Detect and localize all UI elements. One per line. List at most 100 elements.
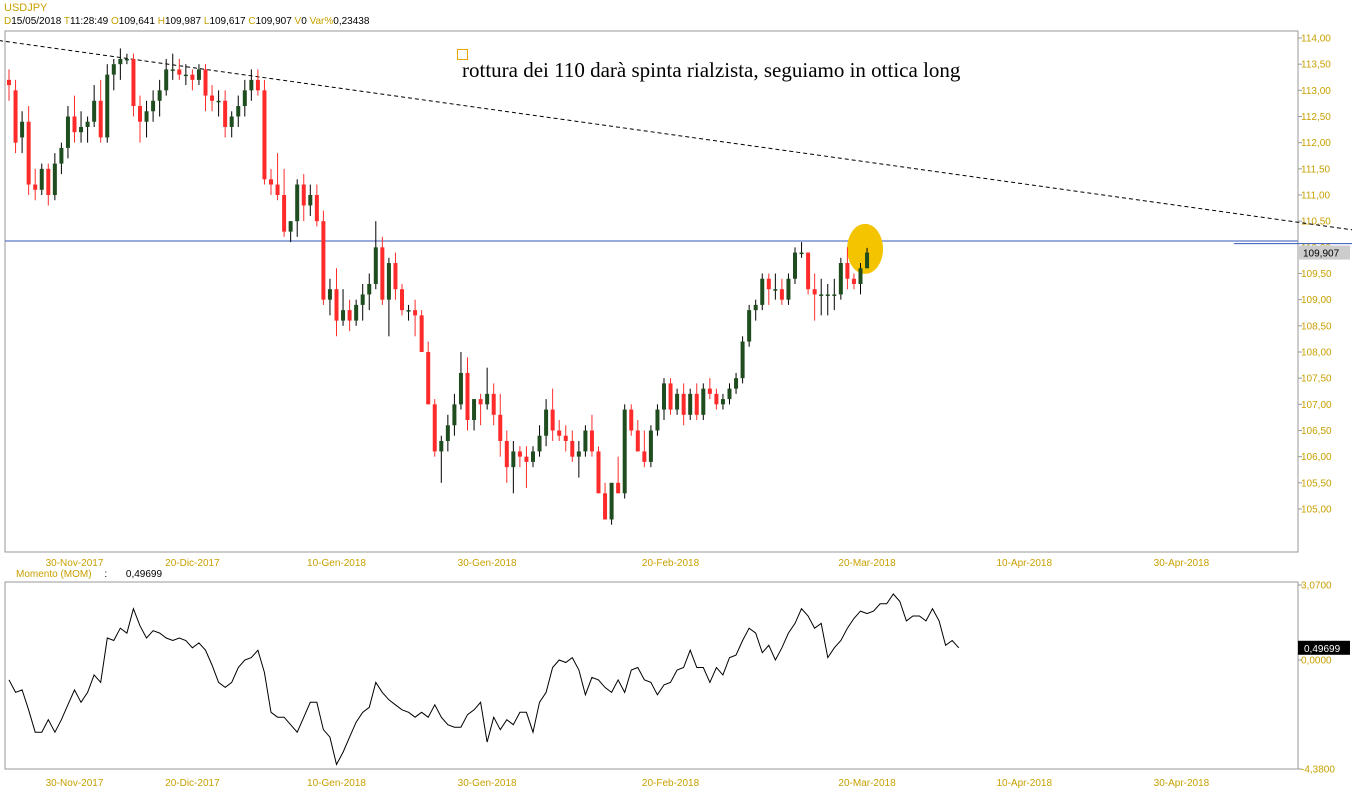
candle [39,163,44,195]
candle [229,111,234,138]
candle [334,268,339,337]
candle [498,393,503,457]
candle [223,90,228,138]
annotation-marker-icon[interactable] [457,49,468,60]
candle [288,221,293,243]
candle [681,383,686,426]
candle [517,446,522,468]
candle [576,440,581,478]
candle [13,79,18,154]
candle-body [144,111,149,122]
candle [472,399,477,431]
candle-body [504,440,509,468]
candle [766,273,771,305]
candle [439,435,444,483]
header-key: D [4,16,12,27]
candle-body [793,252,797,279]
momentum-badge-label: 0,49699 [1304,644,1341,655]
price-y-axis: 114,00 113,50 113,00 112,50 112,00 111,50 111,… [1298,34,1350,516]
candle-body [720,399,725,405]
candle [183,64,188,86]
candle-body [517,451,522,457]
candle [164,58,169,96]
candle-body [393,263,398,290]
candle-body [177,69,182,75]
candle-body [589,430,594,452]
candle [734,372,739,394]
candle-body [301,184,306,206]
candle-body [386,263,391,300]
header-value: 0 [301,16,307,27]
candle-body [85,121,90,127]
candle-body [20,121,25,138]
price-panel-frame [4,30,1299,553]
candle-body [806,252,811,290]
candle-body [419,315,424,352]
candle [727,383,732,405]
downtrend-line [0,40,1352,231]
candle-body [295,184,300,222]
candle [308,184,313,216]
candle [393,252,398,300]
price-x-tick-label: 10-Gen-2018 [307,558,366,569]
header-key: V [294,16,302,27]
candle-body [79,126,84,133]
price-x-tick-label: 10-Apr-2018 [996,558,1052,569]
candle [668,378,673,415]
candle [373,221,378,290]
candle-body [360,294,365,305]
candle-body [707,388,712,394]
momentum-x-tick-label: 20-Feb-2018 [642,778,700,789]
candle [105,64,110,143]
candle [812,273,817,321]
candle [255,69,260,96]
candle-body [334,289,339,321]
candle [838,257,843,300]
candle [242,79,247,117]
price-x-axis: 30-Nov-2017 20-Dic-2017 10-Gen-2018 30-Gen-… [46,558,1210,569]
price-y-tick-label: 112,50 [1301,112,1331,123]
candle-body [269,179,273,185]
price-badge [1298,245,1350,260]
candle [786,273,791,305]
candle-body [570,440,575,457]
candle-body [701,388,706,415]
price-y-tick-label: 105,50 [1301,478,1332,489]
candle-body [131,58,136,107]
candle [642,430,647,468]
candle-body [694,393,699,415]
candle-body [766,278,771,290]
candle [819,278,824,316]
candle-body [255,79,260,91]
candle-body [825,294,830,296]
candle-body [347,310,352,321]
candle-body [662,383,666,410]
candle [851,273,856,290]
candle-body [223,100,228,127]
candle-body [563,435,568,441]
candle-body [288,221,293,232]
candle-body [648,430,653,462]
candle [635,420,640,452]
candle [688,388,693,421]
candle [59,142,64,175]
candle-body [838,263,843,295]
candle [400,283,404,316]
candle [124,53,129,65]
candle-body [858,268,863,284]
candle [347,299,352,332]
candle-body [7,79,11,86]
candle [799,242,804,258]
candle [210,85,215,112]
candle-body [282,195,287,232]
candle-body [472,399,477,421]
candle [793,247,797,284]
momentum-title: Momento (MOM) [16,569,92,580]
trend-lines [0,40,1352,245]
candle-body [557,430,562,436]
candle-body [314,195,319,222]
candle [413,299,418,337]
candle-body [138,106,142,122]
candle [524,446,529,489]
